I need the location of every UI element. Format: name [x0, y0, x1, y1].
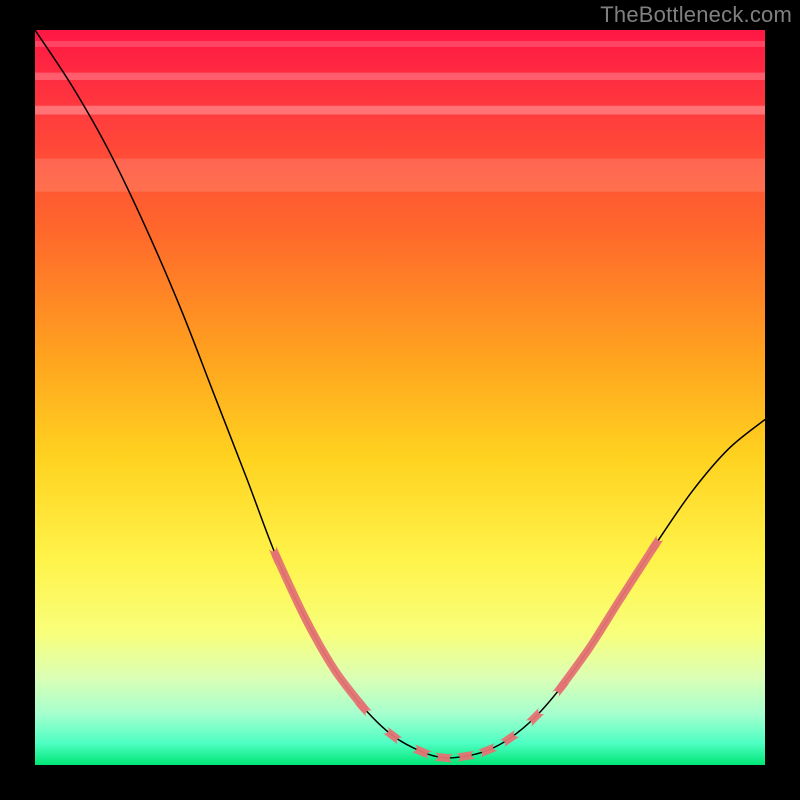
threshold-band-0: [35, 159, 765, 192]
watermark-label: TheBottleneck.com: [600, 2, 792, 28]
gradient-background: [35, 30, 765, 765]
threshold-band-2: [35, 73, 765, 80]
threshold-band-3: [35, 41, 765, 47]
threshold-band-1: [35, 106, 765, 115]
plot-svg: [35, 30, 765, 765]
figure-frame: TheBottleneck.com: [0, 0, 800, 800]
plot-area: [35, 30, 765, 765]
